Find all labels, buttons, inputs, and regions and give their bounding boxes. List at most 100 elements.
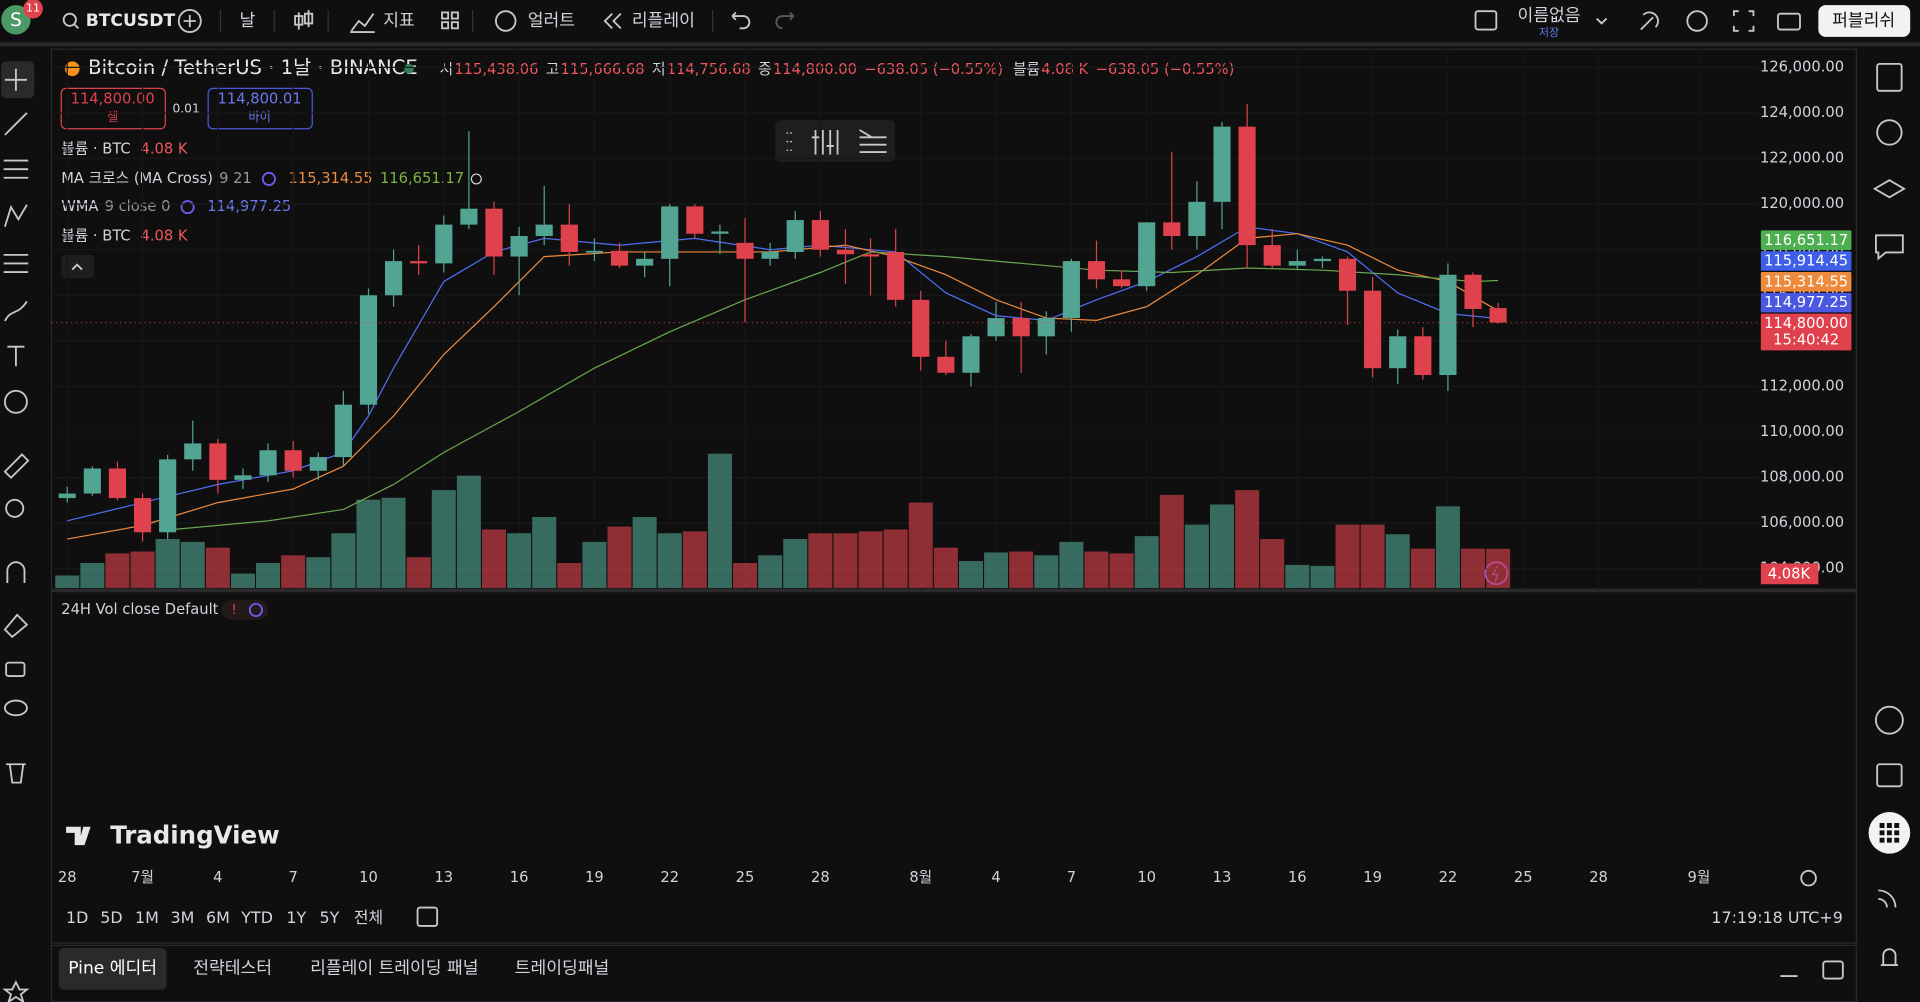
text-tool[interactable] [7,345,25,367]
collapse-arrow [71,263,83,271]
indicator-hide [470,173,482,185]
favorites[interactable] [2,980,30,1002]
indicator-value: 115,314.55 [289,170,373,187]
y-tick-label: 108,000.00 [1760,469,1844,486]
x-tick-label: 4 [213,869,222,886]
bottom-tab[interactable]: 트레이딩패널 [515,959,610,979]
alert-button[interactable]: 얼러트 [528,11,575,31]
volume-bar [783,539,808,588]
indicators-button[interactable]: 지표 [383,11,415,31]
maximize-panel[interactable] [1822,960,1844,980]
range-button[interactable]: 1Y [286,908,306,927]
volume-bar [1084,551,1109,588]
pane2-refresh[interactable] [248,602,263,618]
axis-settings[interactable] [1800,869,1817,887]
icon-tool[interactable] [3,389,28,414]
candle-body [234,475,252,480]
stream[interactable] [1878,889,1897,908]
watchlist[interactable] [1876,62,1903,92]
candle-body [686,206,704,234]
volume-bar [657,533,682,588]
symbol[interactable]: BTCUSDT [86,11,176,31]
settings[interactable] [1686,10,1708,32]
fib-tool[interactable] [3,159,29,179]
alert-icon[interactable] [495,10,517,32]
notifications[interactable] [1880,948,1898,966]
range-button[interactable]: 1D [66,908,88,927]
x-tick-label: 13 [1213,869,1232,886]
search-icon[interactable] [62,12,77,27]
candle-body [560,224,578,252]
delete-tool[interactable] [6,763,26,784]
range-button[interactable]: 전체 [354,908,383,927]
measure-tool[interactable] [3,453,30,480]
fullscreen[interactable] [1732,10,1755,32]
layers[interactable] [1872,179,1906,199]
date-range-icon[interactable] [416,906,439,927]
crosshair-tool[interactable] [4,68,27,91]
volume-bar [1385,534,1410,588]
range-button[interactable]: 1M [135,908,159,927]
range-button[interactable]: 6M [206,908,230,927]
ohlc-label: 저 [652,61,666,78]
range-button[interactable]: 5Y [319,908,339,927]
replay-icon[interactable] [603,13,622,29]
prediction-tool[interactable] [3,253,29,273]
indicators-icon[interactable] [350,13,375,33]
publish-button[interactable] [1818,5,1911,37]
alerts-panel[interactable] [1876,119,1903,146]
candle-body [133,498,152,533]
drawing-toolbar [1,61,35,1002]
zoom-tool[interactable] [5,498,25,518]
volume-tag [1760,563,1819,585]
buy-box[interactable] [207,87,313,130]
trendline-tool[interactable] [4,112,28,136]
range-button[interactable]: 5D [100,908,122,927]
object-tree[interactable] [859,129,887,153]
brush-tool[interactable] [4,300,28,322]
interval[interactable]: 날 [239,11,255,31]
hide-tool[interactable] [3,699,28,717]
candle-body [1062,261,1080,319]
ideas[interactable] [1875,705,1904,735]
sell-box[interactable] [60,87,166,130]
ohlc-value: 114,756.68 [667,61,751,78]
y-tick-label: 122,000.00 [1760,150,1844,167]
volume-bar [1184,524,1209,588]
templates-icon[interactable] [441,11,459,30]
pattern-tool[interactable] [4,204,28,227]
snapshot[interactable] [1777,12,1801,31]
price-tag-label: 114,800.00 [1764,315,1848,332]
volume-bar [1235,490,1260,588]
candle-body [861,254,880,257]
lock-tool[interactable] [5,661,26,678]
layout-name[interactable]: 이름없음 [1517,6,1580,26]
candle-body [485,208,503,257]
replay-button[interactable]: 리플레이 [632,11,695,31]
calendar[interactable] [1876,763,1903,788]
range-button[interactable]: 3M [171,908,195,927]
avatar[interactable] [1,5,31,35]
drag-handle[interactable] [786,132,792,151]
undo[interactable] [731,11,751,30]
ohlc-label: 종 [758,61,772,78]
bottom-tab[interactable]: 전략테스터 [193,959,272,979]
candle-body [610,250,629,266]
quick-search[interactable] [1640,11,1659,31]
bottom-tab[interactable]: 리플레이 트레이딩 패널 [310,959,478,979]
layout-menu[interactable] [1596,17,1608,25]
add-symbol[interactable] [177,9,202,33]
ohlc-label: 시 [440,61,454,78]
candle-body [58,493,76,499]
chart-type-icon[interactable] [294,9,314,30]
bottom-tab[interactable]: Pine 에디터 [68,959,157,979]
y-tick-label: 106,000.00 [1760,514,1844,531]
redo[interactable] [775,11,795,30]
range-button[interactable]: YTD [240,908,273,927]
draw-mode[interactable] [3,613,29,639]
magnet-tool[interactable] [6,561,26,584]
chat[interactable] [1875,234,1904,261]
candle-body [1037,318,1055,337]
settings-bars[interactable] [811,129,839,155]
layout-icon[interactable] [1474,10,1498,31]
